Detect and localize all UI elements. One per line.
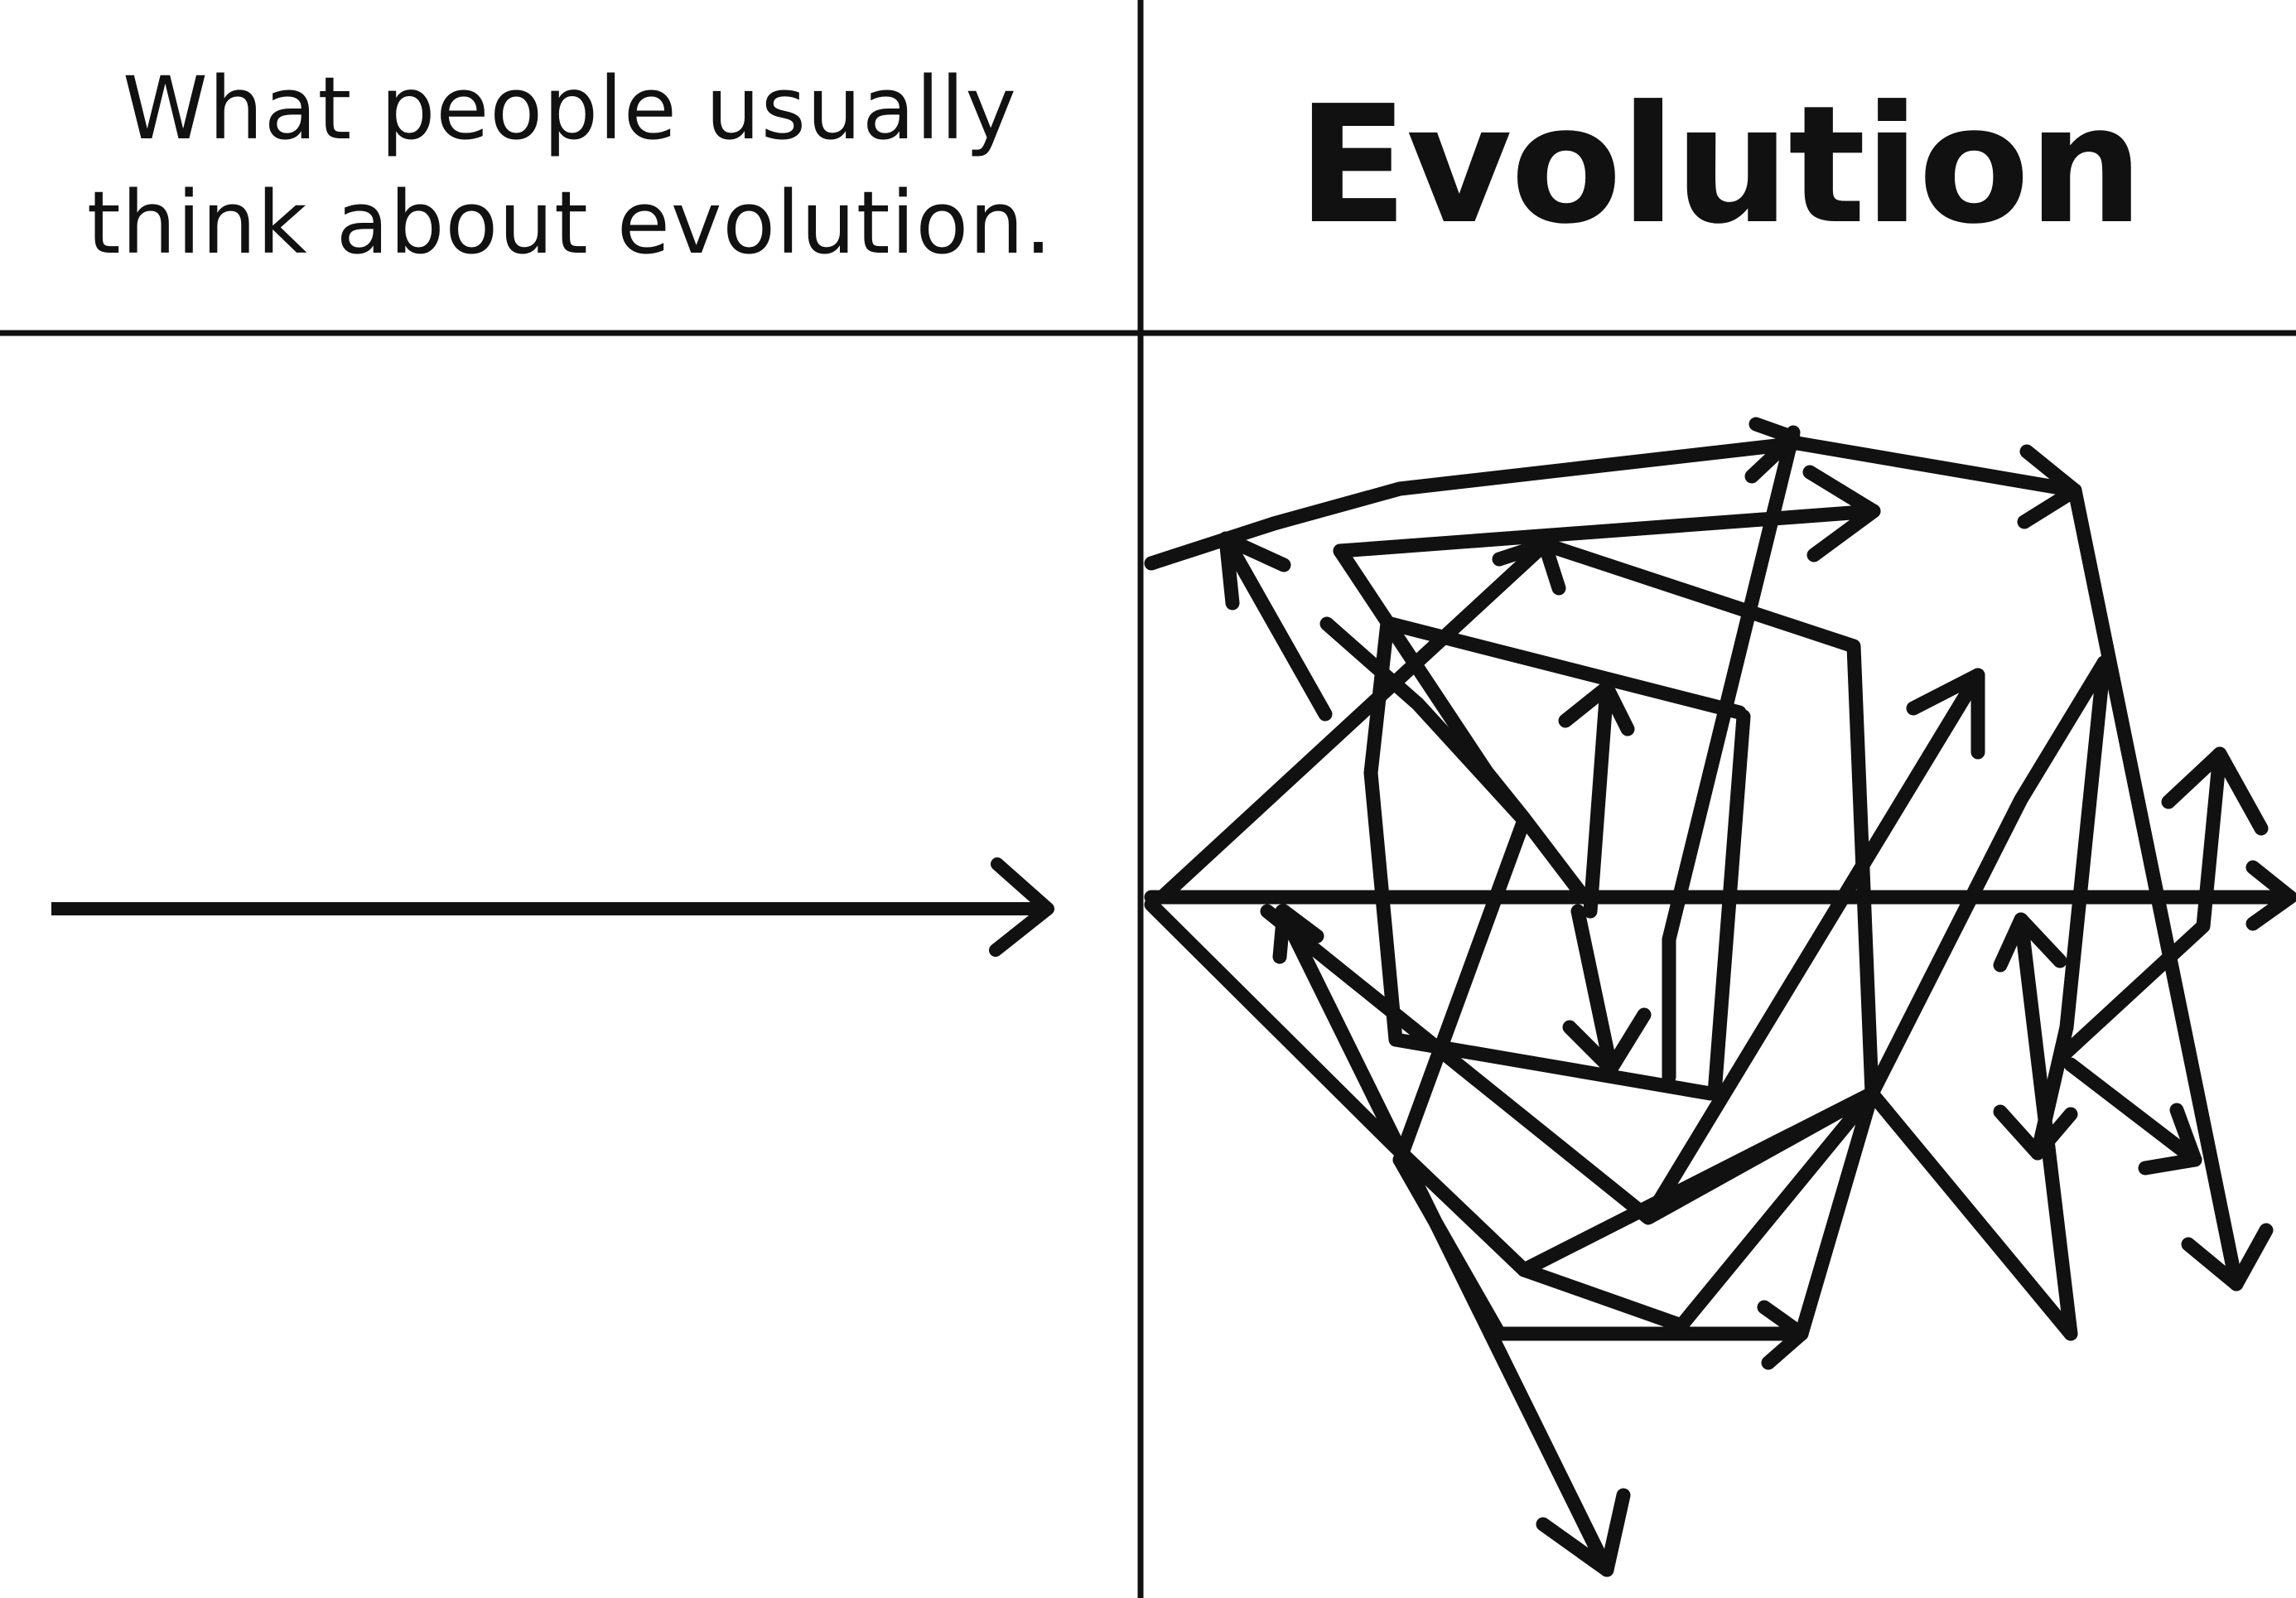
left-caption: What people usually think about evolutio… xyxy=(0,0,1140,331)
caption-line-2: think about evolution. xyxy=(86,172,1054,273)
evolution-title: Evolution xyxy=(1296,71,2144,260)
caption-line-1: What people usually xyxy=(123,58,1017,159)
